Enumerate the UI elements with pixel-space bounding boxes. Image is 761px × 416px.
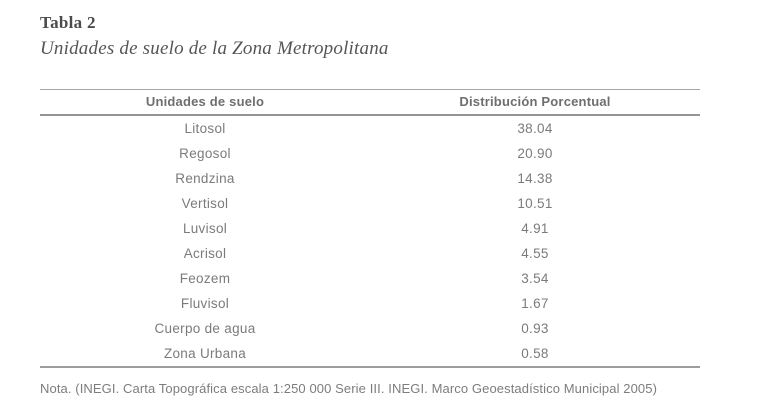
- soil-units-table: Unidades de suelo Distribución Porcentua…: [40, 89, 700, 368]
- document-page: Tabla 2 Unidades de suelo de la Zona Met…: [40, 13, 700, 396]
- column-header-soil-units: Unidades de suelo: [40, 89, 370, 116]
- column-header-distribution: Distribución Porcentual: [370, 89, 700, 116]
- table-title: Unidades de suelo de la Zona Metropolita…: [40, 38, 389, 59]
- table-row: Feozem 3.54: [40, 266, 700, 291]
- soil-unit-cell: Litosol: [184, 121, 226, 136]
- percentage-cell: 4.91: [521, 221, 549, 236]
- percentage-cell: 0.93: [521, 321, 549, 336]
- soil-unit-cell: Vertisol: [181, 196, 229, 211]
- table-body: Litosol 38.04 Regosol 20.90 Rendzina 14.38 Ver…: [40, 115, 700, 367]
- soil-unit-cell: Zona Urbana: [163, 346, 247, 361]
- soil-unit-cell: Acrisol: [183, 246, 227, 261]
- table-caption: Tabla 2 Unidades de suelo de la Zona Met…: [40, 13, 700, 60]
- table-row: Litosol 38.04: [40, 115, 700, 141]
- percentage-cell: 1.67: [521, 296, 549, 311]
- percentage-cell: 38.04: [517, 121, 553, 136]
- table-row: Zona Urbana 0.58: [40, 341, 700, 367]
- table-row: Fluvisol 1.67: [40, 291, 700, 316]
- table-number-label: Tabla 2: [40, 13, 96, 32]
- table-header: Unidades de suelo Distribución Porcentua…: [40, 89, 700, 116]
- table-row: Rendzina 14.38: [40, 166, 700, 191]
- soil-unit-cell: Cuerpo de agua: [154, 321, 256, 336]
- soil-unit-cell: Feozem: [179, 271, 231, 286]
- percentage-cell: 14.38: [517, 171, 553, 186]
- table-note: Nota. (INEGI. Carta Topográfica escala 1…: [40, 381, 658, 396]
- table-row: Regosol 20.90: [40, 141, 700, 166]
- soil-unit-cell: Luvisol: [182, 221, 228, 236]
- soil-unit-cell: Rendzina: [175, 171, 235, 186]
- table-row: Luvisol 4.91: [40, 216, 700, 241]
- header-row: Unidades de suelo Distribución Porcentua…: [40, 89, 700, 116]
- soil-unit-cell: Regosol: [179, 146, 231, 161]
- table-row: Acrisol 4.55: [40, 241, 700, 266]
- table-row: Vertisol 10.51: [40, 191, 700, 216]
- percentage-cell: 10.51: [517, 196, 553, 211]
- percentage-cell: 4.55: [521, 246, 549, 261]
- soil-unit-cell: Fluvisol: [180, 296, 230, 311]
- percentage-cell: 20.90: [517, 146, 553, 161]
- percentage-cell: 0.58: [521, 346, 549, 361]
- percentage-cell: 3.54: [521, 271, 549, 286]
- table-row: Cuerpo de agua 0.93: [40, 316, 700, 341]
